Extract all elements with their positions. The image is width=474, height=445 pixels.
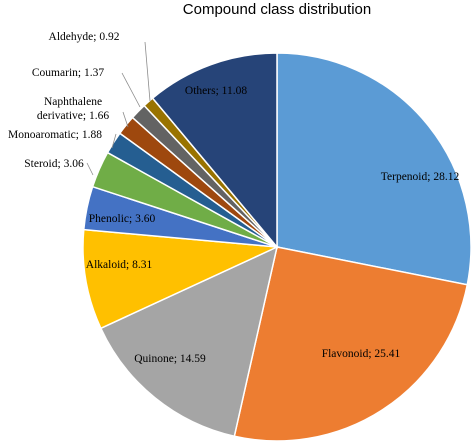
data-label-aldehyde: Aldehyde; 0.92: [49, 31, 120, 43]
data-label-others: Others; 11.08: [185, 85, 247, 97]
pie-slice-alkaloid: [82, 228, 280, 330]
slices-layer: [82, 52, 472, 442]
chart-title: Compound class distribution: [183, 1, 371, 18]
data-label-flavonoid: Flavonoid; 25.41: [322, 348, 401, 360]
data-label-phenolic: Phenolic; 3.60: [89, 213, 156, 225]
leader-line-aldehyde: [144, 41, 151, 102]
leader-line-monoaromatic: [111, 133, 117, 149]
leader-line-naphthalene-derivative: [122, 111, 129, 128]
pie-slice-others: [151, 52, 278, 250]
leader-line-coumarin: [121, 72, 141, 108]
data-label-monoaromatic: Monoaromatic; 1.88: [8, 129, 102, 141]
data-label-alkaloid: Alkaloid; 8.31: [86, 259, 153, 271]
leader-line-steroid: [86, 162, 94, 176]
data-label-quinone: Quinone; 14.59: [134, 353, 206, 365]
leader-lines-layer: [86, 41, 151, 176]
pie-slice-terpenoid: [276, 52, 472, 286]
pie-slice-flavonoid: [233, 246, 469, 442]
data-label-naphthalene-derivative: Naphthalene derivative; 1.66: [37, 96, 109, 122]
pie-slice-quinone: [99, 245, 279, 438]
data-labels-layer: Terpenoid; 28.12 Flavonoid; 25.41 Quinone;…: [8, 31, 459, 365]
data-label-steroid: Steroid; 3.06: [24, 158, 84, 170]
data-label-coumarin: Coumarin; 1.37: [32, 67, 104, 79]
data-label-terpenoid: Terpenoid; 28.12: [381, 171, 460, 183]
